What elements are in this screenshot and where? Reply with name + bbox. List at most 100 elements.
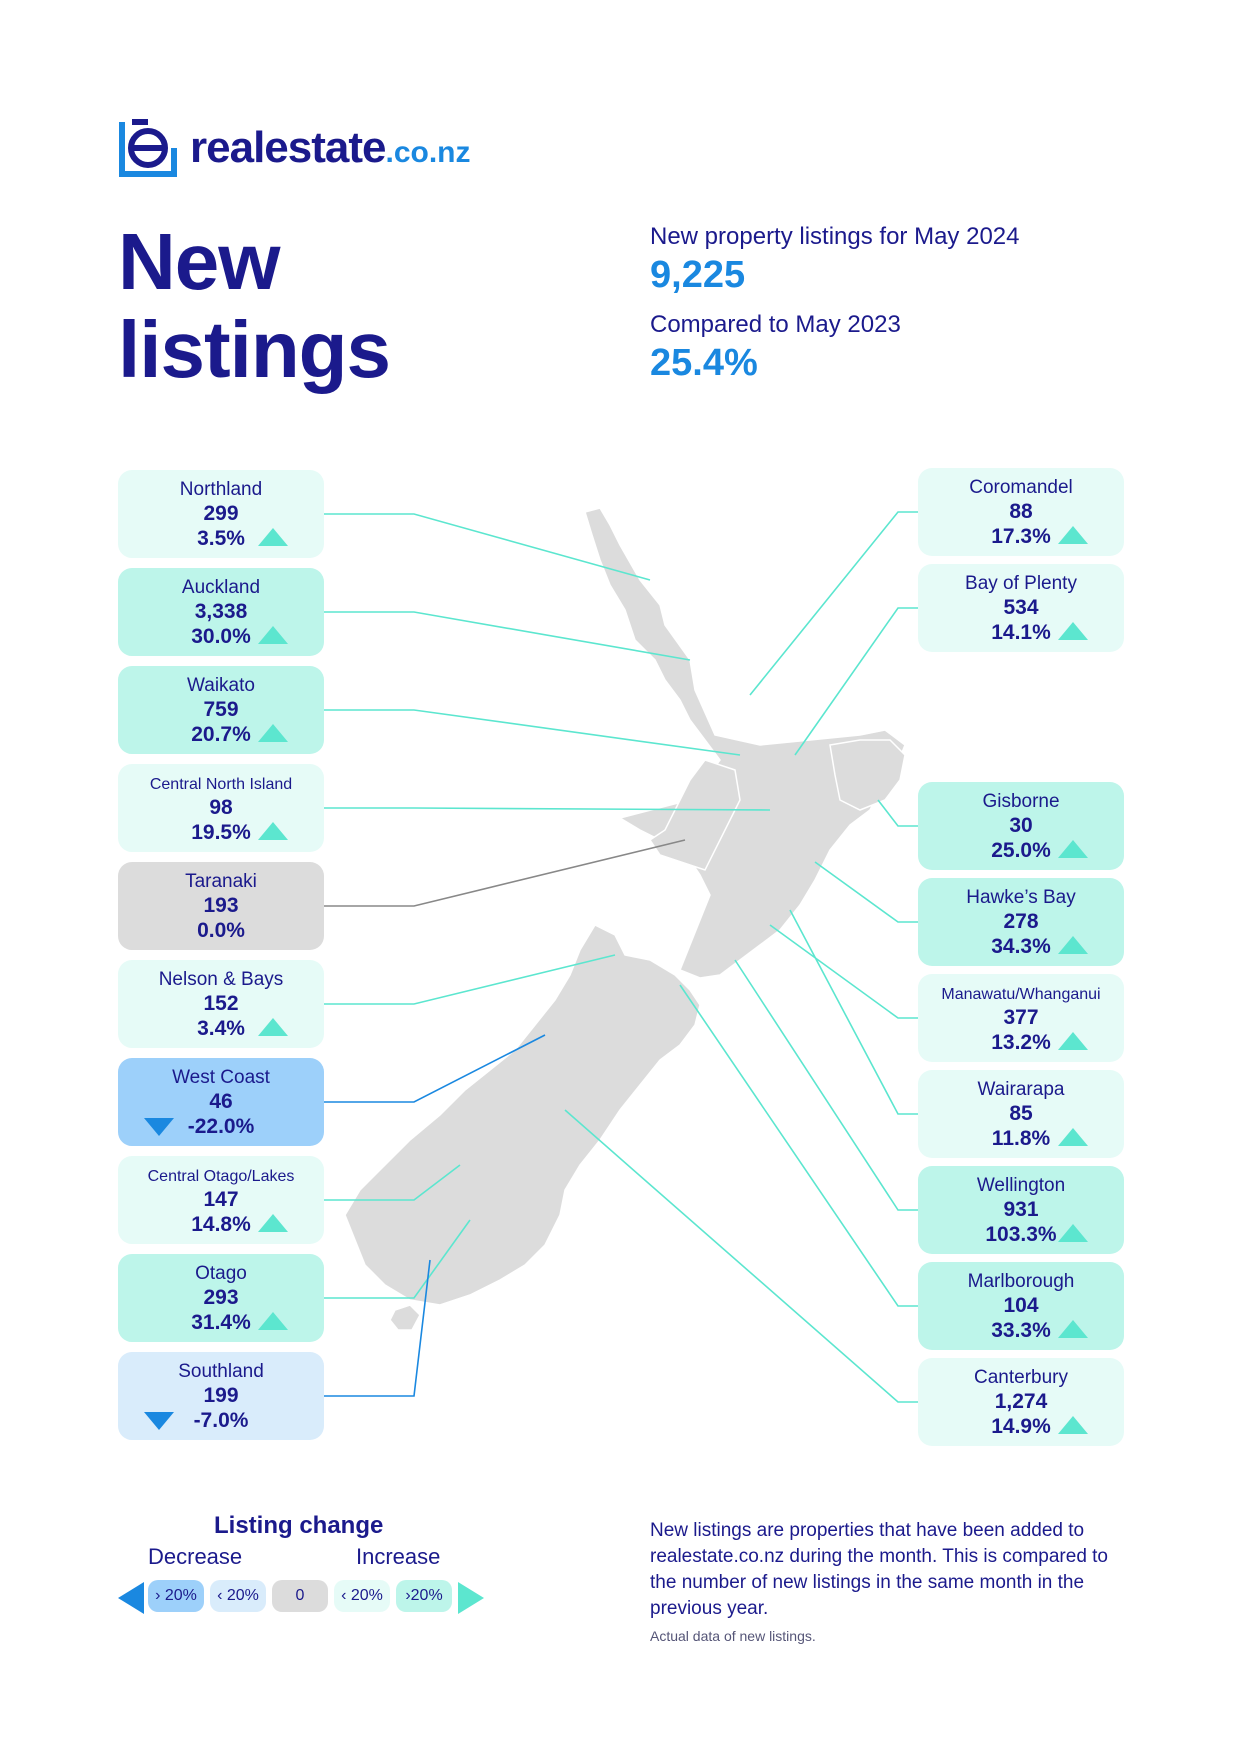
region-card-waikato: Waikato 759 20.7% (118, 666, 324, 754)
region-card-central-otago-lakes: Central Otago/Lakes 147 14.8% (118, 1156, 324, 1244)
region-card-northland: Northland 299 3.5% (118, 470, 324, 558)
logo-wordmark: realestate.co.nz (190, 123, 471, 173)
increase-triangle-icon (258, 528, 288, 546)
increase-triangle-icon (258, 1312, 288, 1330)
region-change: 30.0% (191, 625, 251, 648)
leader-line-auckland (324, 611, 691, 661)
region-card-auckland: Auckland 3,338 30.0% (118, 568, 324, 656)
region-name: Bay of Plenty (965, 573, 1077, 594)
region-count: 199 (203, 1384, 239, 1407)
region-card-manawatu-whanganui: Manawatu/Whanganui 377 13.2% (918, 974, 1124, 1062)
region-card-wairarapa: Wairarapa 85 11.8% (918, 1070, 1124, 1158)
increase-triangle-icon (1058, 1032, 1088, 1050)
region-name: Taranaki (185, 871, 257, 892)
leader-line-central-otago-lakes (324, 1164, 461, 1201)
region-name: Hawke’s Bay (966, 887, 1076, 908)
increase-triangle-icon (1058, 840, 1088, 858)
listings-value: 9,225 (650, 254, 746, 296)
increase-triangle-icon (1058, 622, 1088, 640)
increase-triangle-icon (258, 822, 288, 840)
leader-line-canterbury (564, 1109, 918, 1403)
brand-name: realestate (190, 123, 386, 172)
north-island (584, 507, 906, 979)
page-title-line-1: New (118, 217, 281, 306)
increase-triangle-icon (1058, 1224, 1088, 1242)
region-count: 299 (203, 502, 239, 525)
brand-logo[interactable]: realestate.co.nz (118, 118, 471, 178)
region-card-hawkes-bay: Hawke’s Bay 278 34.3% (918, 878, 1124, 966)
region-name: Coromandel (969, 477, 1073, 498)
region-card-marlborough: Marlborough 104 33.3% (918, 1262, 1124, 1350)
region-change: -22.0% (187, 1115, 255, 1138)
region-card-otago: Otago 293 31.4% (118, 1254, 324, 1342)
legend-decrease-label: Decrease (148, 1544, 243, 1569)
region-name: Gisborne (982, 791, 1060, 812)
region-change: 11.8% (991, 1127, 1051, 1150)
leader-line-northland (324, 513, 651, 581)
legend-chip-decrease-high: › 20% (148, 1580, 204, 1612)
region-card-gisborne: Gisborne 30 25.0% (918, 782, 1124, 870)
leader-line-southland (324, 1259, 431, 1397)
region-name: Otago (195, 1263, 247, 1284)
region-count: 3,338 (194, 600, 248, 623)
region-change: 14.1% (991, 621, 1051, 644)
leader-line-otago (324, 1219, 471, 1299)
east-cape (829, 739, 906, 811)
region-change: 3.5% (197, 527, 245, 550)
compare-label: Compared to May 2023 (650, 311, 901, 338)
region-change: 19.5% (191, 821, 251, 844)
legend-title: Listing change (214, 1512, 384, 1539)
region-change: 17.3% (991, 525, 1051, 548)
region-name: Nelson & Bays (158, 969, 284, 990)
legend-increase-label: Increase (356, 1544, 441, 1569)
region-count: 46 (209, 1090, 233, 1113)
leader-lines (324, 511, 918, 1403)
region-change: 14.9% (991, 1415, 1051, 1438)
legend-chip-zero: 0 (272, 1580, 328, 1612)
region-count: 85 (1009, 1102, 1033, 1125)
region-card-canterbury: Canterbury 1,274 14.9% (918, 1358, 1124, 1446)
region-name: Auckland (181, 577, 261, 598)
increase-triangle-icon (258, 1018, 288, 1036)
leader-line-wellington (734, 959, 918, 1211)
compare-value: 25.4% (650, 342, 758, 384)
region-name: Southland (178, 1361, 264, 1382)
region-change: 13.2% (991, 1031, 1051, 1054)
brand-tld: .co.nz (385, 136, 471, 169)
region-name: Central Otago/Lakes (147, 1168, 295, 1185)
region-count: 152 (203, 992, 239, 1015)
region-name: Manawatu/Whanganui (941, 986, 1101, 1003)
legend-chip-increase-high: ›20% (396, 1580, 452, 1612)
leader-line-nelson-bays (324, 954, 616, 1005)
region-name: Central North Island (149, 776, 293, 793)
region-count: 278 (1003, 910, 1039, 933)
region-name: Canterbury (974, 1367, 1068, 1388)
leader-line-waikato (324, 709, 741, 756)
leader-line-central-north-island (324, 807, 771, 811)
leader-line-manawatu-whanganui (769, 924, 918, 1019)
increase-triangle-icon (1058, 1320, 1088, 1338)
footnote-text: New listings are properties that have be… (650, 1520, 1109, 1619)
region-name: Wellington (976, 1175, 1066, 1196)
increase-triangle-icon (258, 626, 288, 644)
region-count: 931 (1003, 1198, 1039, 1221)
region-card-taranaki: Taranaki 193 0.0% (118, 862, 324, 950)
region-name: Waikato (187, 675, 255, 696)
region-name: Northland (179, 479, 263, 500)
region-card-nelson-bays: Nelson & Bays 152 3.4% (118, 960, 324, 1048)
increase-triangle-icon (1058, 1416, 1088, 1434)
logo-mark-icon (118, 118, 178, 178)
region-card-coromandel: Coromandel 88 17.3% (918, 468, 1124, 556)
region-name: West Coast (172, 1067, 270, 1088)
leader-line-gisborne (877, 799, 918, 827)
region-card-southland: Southland 199 -7.0% (118, 1352, 324, 1440)
region-count: 147 (203, 1188, 239, 1211)
region-change: 14.8% (191, 1213, 251, 1236)
decrease-triangle-icon (144, 1118, 174, 1136)
south-island (344, 924, 701, 1331)
page-title: New listings (118, 217, 391, 394)
increase-triangle-icon (1058, 936, 1088, 954)
increase-arrow-icon (458, 1582, 484, 1614)
region-change: 33.3% (991, 1319, 1051, 1342)
region-change: 20.7% (191, 723, 251, 746)
